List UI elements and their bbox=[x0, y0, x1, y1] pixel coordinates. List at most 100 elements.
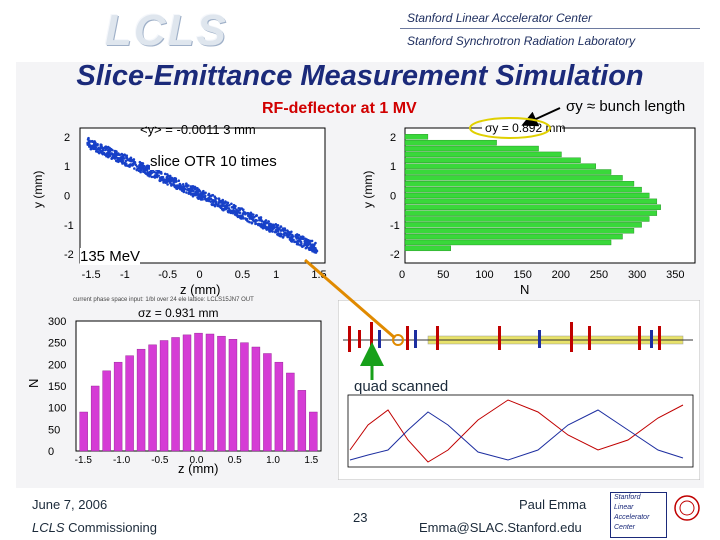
scatter-point bbox=[224, 200, 227, 203]
scatter-point bbox=[290, 240, 294, 243]
scatter-point bbox=[235, 214, 239, 217]
hist-y-xtick: 150 bbox=[513, 269, 531, 281]
hist-y-bar bbox=[404, 222, 642, 228]
scatter-point bbox=[164, 180, 168, 184]
slac-logo-line-3: Accelerator bbox=[614, 514, 650, 521]
footer-project-rest: Commissioning bbox=[68, 520, 158, 535]
scatter-point bbox=[306, 239, 310, 242]
hist-y-xtick: 250 bbox=[590, 269, 608, 281]
hist-y-bar bbox=[404, 216, 650, 222]
scatter-point bbox=[90, 145, 93, 148]
scatter-point bbox=[108, 152, 111, 156]
scatter-point bbox=[139, 161, 143, 165]
scatter-point bbox=[95, 148, 98, 152]
scatter-point bbox=[299, 240, 303, 244]
otr-label: slice OTR 10 times bbox=[150, 153, 277, 170]
scatter-point bbox=[282, 233, 286, 236]
scatter-point bbox=[185, 184, 189, 187]
hist-z-ylabel: N bbox=[28, 379, 41, 388]
scatter-point bbox=[122, 157, 126, 160]
scatter-point bbox=[181, 182, 185, 186]
scatter-point bbox=[210, 203, 214, 207]
scatter-point bbox=[187, 191, 191, 195]
scatter-point bbox=[196, 191, 200, 195]
scatter-point bbox=[166, 174, 170, 178]
scatter-point bbox=[224, 207, 228, 211]
scatter-point bbox=[209, 197, 213, 201]
scatter-point bbox=[252, 215, 256, 219]
scatter-point bbox=[108, 146, 111, 150]
scatter-point bbox=[268, 230, 272, 233]
scatter-point bbox=[211, 199, 215, 203]
scatter-ytick: 0 bbox=[64, 191, 70, 203]
hist-z-xtick: 0.0 bbox=[190, 455, 204, 466]
slac-logo-line-2: Linear bbox=[614, 504, 634, 511]
scatter-point bbox=[226, 210, 230, 214]
scatter-point bbox=[230, 205, 234, 209]
scatter-point bbox=[138, 164, 141, 167]
hist-z-bar bbox=[159, 340, 169, 452]
scatter-point bbox=[167, 178, 171, 182]
scatter-point bbox=[301, 245, 304, 248]
scatter-point bbox=[120, 157, 123, 160]
org-line-1: Stanford Linear Accelerator Center bbox=[407, 11, 592, 25]
scatter-xtick: 1.5 bbox=[311, 269, 326, 281]
scatter-point bbox=[275, 224, 278, 227]
scatter-point bbox=[119, 159, 123, 163]
scatter-point bbox=[221, 200, 225, 204]
scatter-point bbox=[281, 235, 285, 239]
scatter-point bbox=[238, 208, 242, 212]
scatter-point bbox=[242, 210, 246, 214]
optics-beta-y bbox=[349, 409, 684, 461]
scatter-point bbox=[238, 211, 242, 215]
scatter-point bbox=[285, 229, 289, 232]
scatter-point bbox=[105, 147, 109, 150]
hist-z-ytick: 250 bbox=[48, 338, 66, 350]
scatter-point bbox=[189, 188, 192, 192]
scatter-point bbox=[129, 159, 132, 163]
scatter-point bbox=[294, 240, 298, 243]
scatter-point bbox=[198, 196, 202, 200]
hist-y-bar bbox=[404, 145, 539, 152]
otr-marker bbox=[392, 334, 404, 346]
scatter-point bbox=[303, 243, 307, 246]
header-divider bbox=[400, 28, 700, 29]
scatter-point bbox=[173, 179, 177, 183]
scatter-point bbox=[121, 159, 125, 163]
scatter-ylabel: y (mm) bbox=[31, 171, 45, 208]
hist-z-ytick: 150 bbox=[48, 381, 66, 393]
scatter-point bbox=[175, 187, 178, 190]
scatter-point bbox=[263, 224, 266, 228]
slac-logo-line-4: Center bbox=[614, 524, 636, 531]
scatter-point bbox=[313, 250, 316, 254]
scatter-point bbox=[290, 230, 293, 234]
hist-z-ytick: 0 bbox=[48, 446, 54, 458]
hist-z-xtick: -0.5 bbox=[151, 455, 169, 466]
scatter-plot-y-vs-z: <y> = -0.0011 3 mm -1.5 -1 -0.5 0 0.5 1 1.5 2 1… bbox=[31, 122, 327, 297]
scatter-point bbox=[228, 209, 232, 212]
scatter-point bbox=[115, 153, 118, 157]
hist-z-bar bbox=[251, 346, 261, 452]
scatter-point bbox=[303, 239, 307, 243]
hist-y-bar bbox=[404, 233, 623, 240]
scatter-point bbox=[177, 186, 181, 190]
hist-z-bar bbox=[309, 411, 318, 452]
scatter-point bbox=[135, 168, 139, 172]
scatter-point bbox=[148, 174, 151, 178]
hist-z-bar bbox=[286, 372, 295, 452]
hist-z-ytick: 100 bbox=[48, 403, 66, 415]
scatter-point bbox=[156, 170, 159, 174]
scatter-point bbox=[180, 185, 184, 189]
scatter-point bbox=[118, 153, 122, 157]
scatter-point bbox=[221, 207, 225, 211]
scatter-point bbox=[304, 246, 308, 250]
scatter-ytick: -2 bbox=[64, 249, 74, 261]
scatter-point bbox=[202, 189, 205, 193]
scatter-point bbox=[285, 232, 289, 236]
scatter-point bbox=[170, 183, 174, 186]
scatter-point bbox=[279, 225, 282, 229]
hist-y-bar bbox=[404, 210, 658, 216]
org-line-2: Stanford Synchrotron Radiation Laborator… bbox=[407, 34, 636, 48]
scatter-point bbox=[141, 167, 145, 170]
scatter-point bbox=[246, 212, 249, 215]
